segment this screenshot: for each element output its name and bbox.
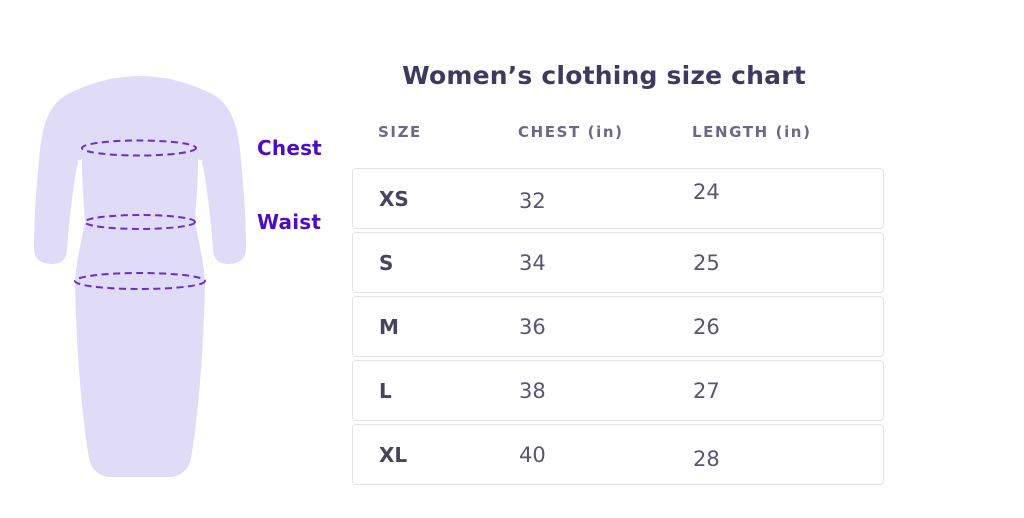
length-value: 27 <box>693 378 720 403</box>
size-value: S <box>379 250 394 275</box>
table-row-m: M 36 26 <box>352 296 884 357</box>
length-value: 28 <box>693 446 720 471</box>
column-header-length: LENGTH (in) <box>692 123 812 141</box>
size-table: XS 32 24 S 34 25 M 36 26 L 38 27 XL 40 2… <box>352 168 884 488</box>
chest-label: Chest <box>257 136 322 160</box>
table-row-s: S 34 25 <box>352 232 884 293</box>
length-value: 25 <box>693 250 720 275</box>
right-sleeve-separation <box>198 159 213 257</box>
chest-value: 34 <box>519 250 546 275</box>
length-value: 24 <box>693 179 720 204</box>
size-value: XS <box>379 186 409 211</box>
hip-measurement-line <box>74 272 206 290</box>
size-value: L <box>379 378 392 403</box>
size-value: M <box>379 314 399 339</box>
dress-illustration <box>34 76 246 477</box>
chest-value: 36 <box>519 314 546 339</box>
length-value: 26 <box>693 314 720 339</box>
waist-measurement-line <box>84 214 196 230</box>
chest-measurement-line <box>81 139 197 157</box>
page-title: Women’s clothing size chart <box>402 61 806 90</box>
chest-value: 38 <box>519 378 546 403</box>
table-header-row: SIZE CHEST (in) LENGTH (in) <box>352 120 884 144</box>
dress-silhouette <box>34 76 246 477</box>
table-row-xl: XL 40 28 <box>352 424 884 485</box>
chest-value: 32 <box>519 188 546 213</box>
size-value: XL <box>379 442 408 467</box>
waist-label: Waist <box>257 210 322 234</box>
table-row-l: L 38 27 <box>352 360 884 421</box>
chest-value: 40 <box>519 442 546 467</box>
left-sleeve-separation <box>67 159 82 257</box>
column-header-size: SIZE <box>378 123 422 141</box>
table-row-xs: XS 32 24 <box>352 168 884 229</box>
column-header-chest: CHEST (in) <box>518 123 624 141</box>
